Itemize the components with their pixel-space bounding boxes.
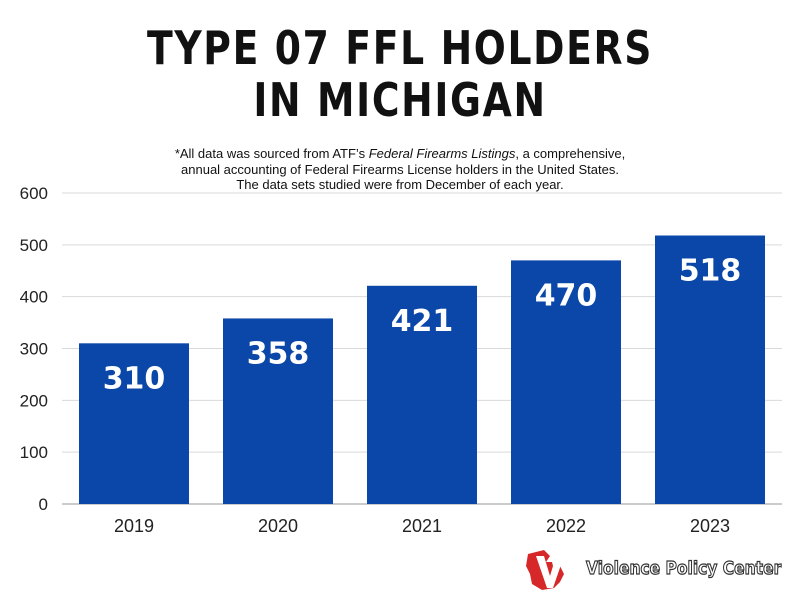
x-tick-label: 2020 xyxy=(258,516,298,536)
source-note: *All data was sourced from ATF’s Federal… xyxy=(0,146,800,193)
x-tick-label: 2022 xyxy=(546,516,586,536)
vpc-logo: Violence Policy Center xyxy=(524,548,784,594)
bar xyxy=(511,260,621,504)
bar-value-label: 421 xyxy=(391,304,454,339)
x-tick-label: 2023 xyxy=(690,516,730,536)
chart-title: TYPE 07 FFL HOLDERS IN MICHIGAN xyxy=(72,22,728,126)
y-tick-label: 0 xyxy=(39,495,48,514)
bar-value-label: 310 xyxy=(103,361,166,396)
bar-value-label: 358 xyxy=(247,336,310,371)
bar xyxy=(655,235,765,504)
y-tick-label: 200 xyxy=(20,391,48,410)
chart-title-line1: TYPE 07 FFL HOLDERS xyxy=(146,21,654,75)
bar xyxy=(79,343,189,504)
y-tick-label: 500 xyxy=(20,236,48,255)
y-tick-label: 100 xyxy=(20,443,48,462)
x-tick-label: 2021 xyxy=(402,516,442,536)
bar-value-label: 470 xyxy=(535,278,598,313)
y-tick-label: 400 xyxy=(20,288,48,307)
bar xyxy=(223,318,333,504)
vpc-michigan-v-icon xyxy=(526,550,564,590)
vpc-logo-text: Violence Policy Center xyxy=(585,557,782,579)
y-tick-label: 600 xyxy=(20,184,48,203)
y-tick-label: 300 xyxy=(20,340,48,359)
source-note-line2: annual accounting of Federal Firearms Li… xyxy=(181,161,619,177)
bar xyxy=(367,285,477,504)
x-tick-label: 2019 xyxy=(114,516,154,536)
bar-value-label: 518 xyxy=(679,254,742,289)
source-note-line1: *All data was sourced from ATF’s Federal… xyxy=(174,146,626,161)
source-note-line3: The data sets studied were from December… xyxy=(236,177,564,192)
chart-title-line2: IN MICHIGAN xyxy=(253,73,547,127)
